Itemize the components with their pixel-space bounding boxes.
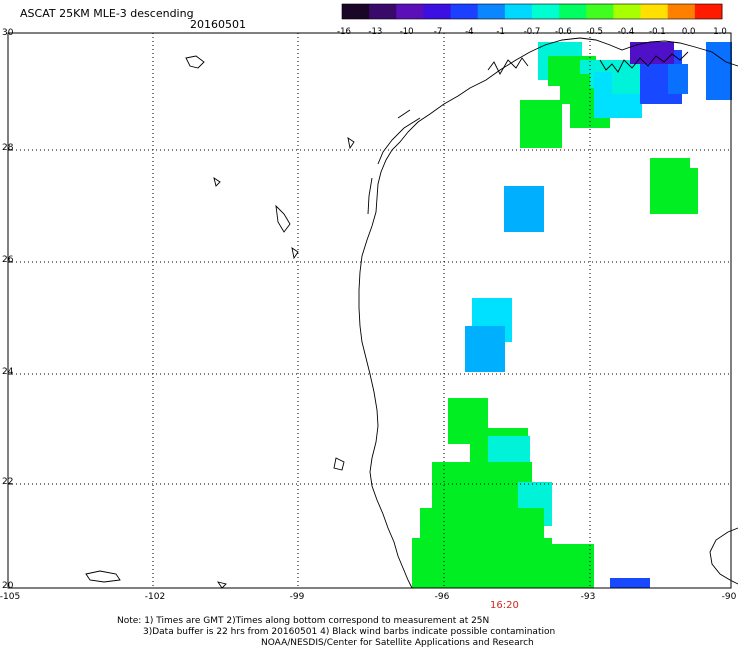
lat-label-24: 24 xyxy=(2,367,14,377)
colorbar-segment xyxy=(667,4,696,19)
coastline-yucatan xyxy=(709,527,739,585)
colorbar-label: -0.5 xyxy=(586,27,603,37)
wind-cell xyxy=(706,42,732,100)
wind-cell xyxy=(504,186,544,232)
colorbar-label: 0.0 xyxy=(681,27,696,37)
map-frame xyxy=(7,32,732,589)
wind-cell xyxy=(560,74,590,104)
lon-label-90: -90 xyxy=(721,592,737,602)
wind-cell xyxy=(520,100,562,148)
colorbar-segment xyxy=(450,4,479,19)
colorbar-segment xyxy=(342,4,370,19)
wind-cell xyxy=(656,168,698,214)
colorbar-segment xyxy=(369,4,397,19)
colorbar-segment xyxy=(532,4,560,19)
map-title: ASCAT 25KM MLE-3 descending xyxy=(20,7,194,20)
inland-lake-4 xyxy=(213,176,221,187)
lat-label-28: 28 xyxy=(2,143,14,153)
lon-label-99: -99 xyxy=(289,592,305,602)
coastline-lagoons xyxy=(487,57,529,75)
wind-cells xyxy=(412,42,732,588)
wind-cell xyxy=(610,578,650,588)
colorbar-label: -0.7 xyxy=(523,27,541,37)
lat-label-20: 20 xyxy=(2,581,14,591)
colorbar-label: 1.0 xyxy=(713,27,727,37)
colorbar-label: -1 xyxy=(496,27,505,37)
lat-label-30: 30 xyxy=(2,28,14,38)
inland-lake-7 xyxy=(347,137,355,150)
colorbar-label: -10 xyxy=(399,27,414,37)
note-line-3: NOAA/NESDIS/Center for Satellite Applica… xyxy=(261,638,534,648)
wind-cell xyxy=(465,326,505,372)
wind-cell xyxy=(552,544,594,588)
lon-label-96: -96 xyxy=(434,592,450,602)
inland-lake-2 xyxy=(275,204,291,233)
inland-lake-8 xyxy=(216,581,227,589)
colorbar-segment xyxy=(559,4,587,19)
inland-lake-3 xyxy=(85,570,121,583)
wind-cell xyxy=(412,538,552,588)
lon-label-105: -105 xyxy=(0,592,21,602)
colorbar-segment xyxy=(640,4,669,19)
inland-lake-5 xyxy=(291,247,299,260)
colorbar-label: -0.6 xyxy=(555,27,572,37)
lat-label-26: 26 xyxy=(2,255,14,265)
inland-lake-1 xyxy=(185,55,205,69)
coastline-louisiana-delta xyxy=(599,51,689,73)
colorbar-label: -7 xyxy=(433,27,443,37)
colorbar-segment xyxy=(586,4,614,19)
colorbar-label: -4 xyxy=(465,27,474,37)
colorbar xyxy=(341,3,723,20)
coastline xyxy=(85,37,739,589)
lon-label-102: -102 xyxy=(144,592,166,602)
colorbar-segment xyxy=(396,4,424,19)
coastline-gulf xyxy=(358,37,739,589)
wind-cell xyxy=(668,64,688,94)
colorbar-segment xyxy=(423,4,452,19)
map-date: 20160501 xyxy=(190,18,246,31)
coastline-barrier-islands xyxy=(367,109,421,215)
colorbar-segment xyxy=(504,4,533,19)
colorbar-segment xyxy=(477,4,506,19)
colorbar-label: -13 xyxy=(368,27,383,37)
note-line-1: Note: 1) Times are GMT 2)Times along bot… xyxy=(117,616,490,626)
colorbar-label: -16 xyxy=(337,27,351,37)
lon-label-93: -93 xyxy=(580,592,596,602)
colorbar-label: -0.4 xyxy=(617,27,635,37)
inland-lake-6 xyxy=(333,457,345,471)
colorbar-segment xyxy=(694,4,723,19)
colorbar-segment xyxy=(613,4,642,19)
note-line-2: 3)Data buffer is 22 hrs from 20160501 4)… xyxy=(143,627,556,637)
colorbar-label: -0.1 xyxy=(649,27,666,37)
lat-label-22: 22 xyxy=(2,477,14,487)
overpass-time: 16:20 xyxy=(490,600,519,611)
